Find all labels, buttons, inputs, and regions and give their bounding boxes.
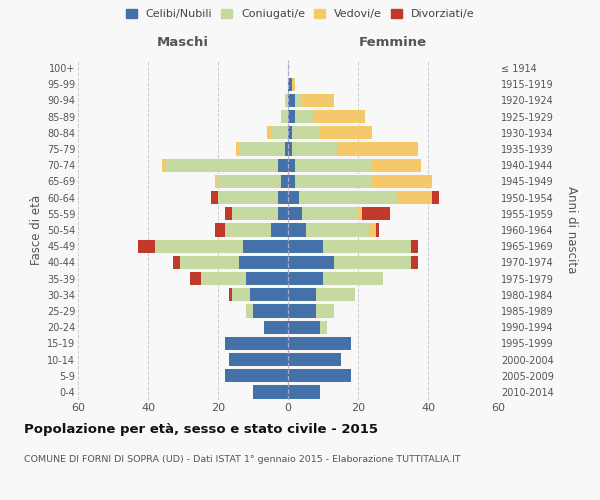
Bar — [295, 94, 302, 107]
Bar — [271, 126, 288, 140]
Bar — [313, 110, 365, 124]
Bar — [263, 320, 288, 334]
Bar — [137, 240, 155, 253]
Bar — [337, 142, 418, 156]
Bar — [277, 207, 288, 220]
Bar — [320, 320, 326, 334]
Bar — [281, 175, 288, 188]
Bar — [292, 126, 320, 140]
Y-axis label: Fasce di età: Fasce di età — [29, 195, 43, 265]
Bar — [229, 353, 288, 366]
Bar — [368, 224, 376, 236]
Bar — [225, 207, 232, 220]
Bar — [288, 304, 316, 318]
Bar — [190, 272, 200, 285]
Bar — [277, 191, 288, 204]
Bar — [288, 126, 292, 140]
Bar — [250, 288, 288, 302]
Bar — [253, 386, 288, 398]
Bar — [410, 256, 418, 269]
Bar — [288, 207, 302, 220]
Bar — [288, 110, 295, 124]
Bar — [235, 142, 239, 156]
Bar — [200, 272, 246, 285]
Bar — [288, 78, 292, 91]
Bar — [288, 158, 295, 172]
Bar — [218, 175, 281, 188]
Bar — [284, 94, 288, 107]
Bar — [288, 175, 295, 188]
Bar — [320, 126, 372, 140]
Bar — [323, 272, 383, 285]
Bar — [288, 272, 323, 285]
Bar — [166, 158, 277, 172]
Text: Femmine: Femmine — [359, 36, 427, 49]
Bar — [376, 224, 379, 236]
Bar — [218, 191, 277, 204]
Bar — [299, 191, 397, 204]
Bar — [215, 175, 218, 188]
Text: COMUNE DI FORNI DI SOPRA (UD) - Dati ISTAT 1° gennaio 2015 - Elaborazione TUTTIT: COMUNE DI FORNI DI SOPRA (UD) - Dati IST… — [24, 455, 461, 464]
Bar — [295, 110, 313, 124]
Bar — [155, 240, 242, 253]
Bar — [372, 175, 431, 188]
Legend: Celibi/Nubili, Coniugati/e, Vedovi/e, Divorziati/e: Celibi/Nubili, Coniugati/e, Vedovi/e, Di… — [122, 6, 478, 22]
Bar — [281, 110, 288, 124]
Bar — [288, 386, 320, 398]
Bar — [267, 126, 271, 140]
Bar — [358, 207, 361, 220]
Bar — [288, 256, 334, 269]
Text: Popolazione per età, sesso e stato civile - 2015: Popolazione per età, sesso e stato civil… — [24, 422, 378, 436]
Bar — [288, 320, 320, 334]
Bar — [288, 142, 292, 156]
Bar — [316, 288, 355, 302]
Bar — [305, 224, 368, 236]
Bar — [334, 256, 410, 269]
Bar — [372, 158, 421, 172]
Bar — [288, 224, 305, 236]
Bar — [288, 353, 341, 366]
Bar — [225, 369, 288, 382]
Bar — [179, 256, 239, 269]
Bar — [173, 256, 179, 269]
Bar — [302, 94, 334, 107]
Bar — [242, 240, 288, 253]
Bar — [295, 175, 372, 188]
Bar — [246, 304, 253, 318]
Bar — [225, 336, 288, 350]
Bar — [361, 207, 389, 220]
Bar — [239, 256, 288, 269]
Bar — [229, 288, 232, 302]
Bar — [277, 158, 288, 172]
Bar — [215, 224, 225, 236]
Bar — [225, 224, 271, 236]
Bar — [232, 207, 277, 220]
Bar — [288, 336, 351, 350]
Bar — [316, 304, 334, 318]
Bar — [288, 369, 351, 382]
Bar — [253, 304, 288, 318]
Y-axis label: Anni di nascita: Anni di nascita — [565, 186, 578, 274]
Bar — [431, 191, 439, 204]
Bar — [397, 191, 431, 204]
Bar — [246, 272, 288, 285]
Text: Maschi: Maschi — [157, 36, 209, 49]
Bar — [211, 191, 218, 204]
Bar — [239, 142, 284, 156]
Bar — [232, 288, 250, 302]
Bar — [271, 224, 288, 236]
Bar — [295, 158, 372, 172]
Bar — [288, 288, 316, 302]
Bar — [284, 142, 288, 156]
Bar — [288, 94, 295, 107]
Bar — [410, 240, 418, 253]
Bar — [162, 158, 166, 172]
Bar — [288, 240, 323, 253]
Bar — [292, 142, 337, 156]
Bar — [323, 240, 410, 253]
Bar — [292, 78, 295, 91]
Bar — [288, 191, 299, 204]
Bar — [302, 207, 358, 220]
